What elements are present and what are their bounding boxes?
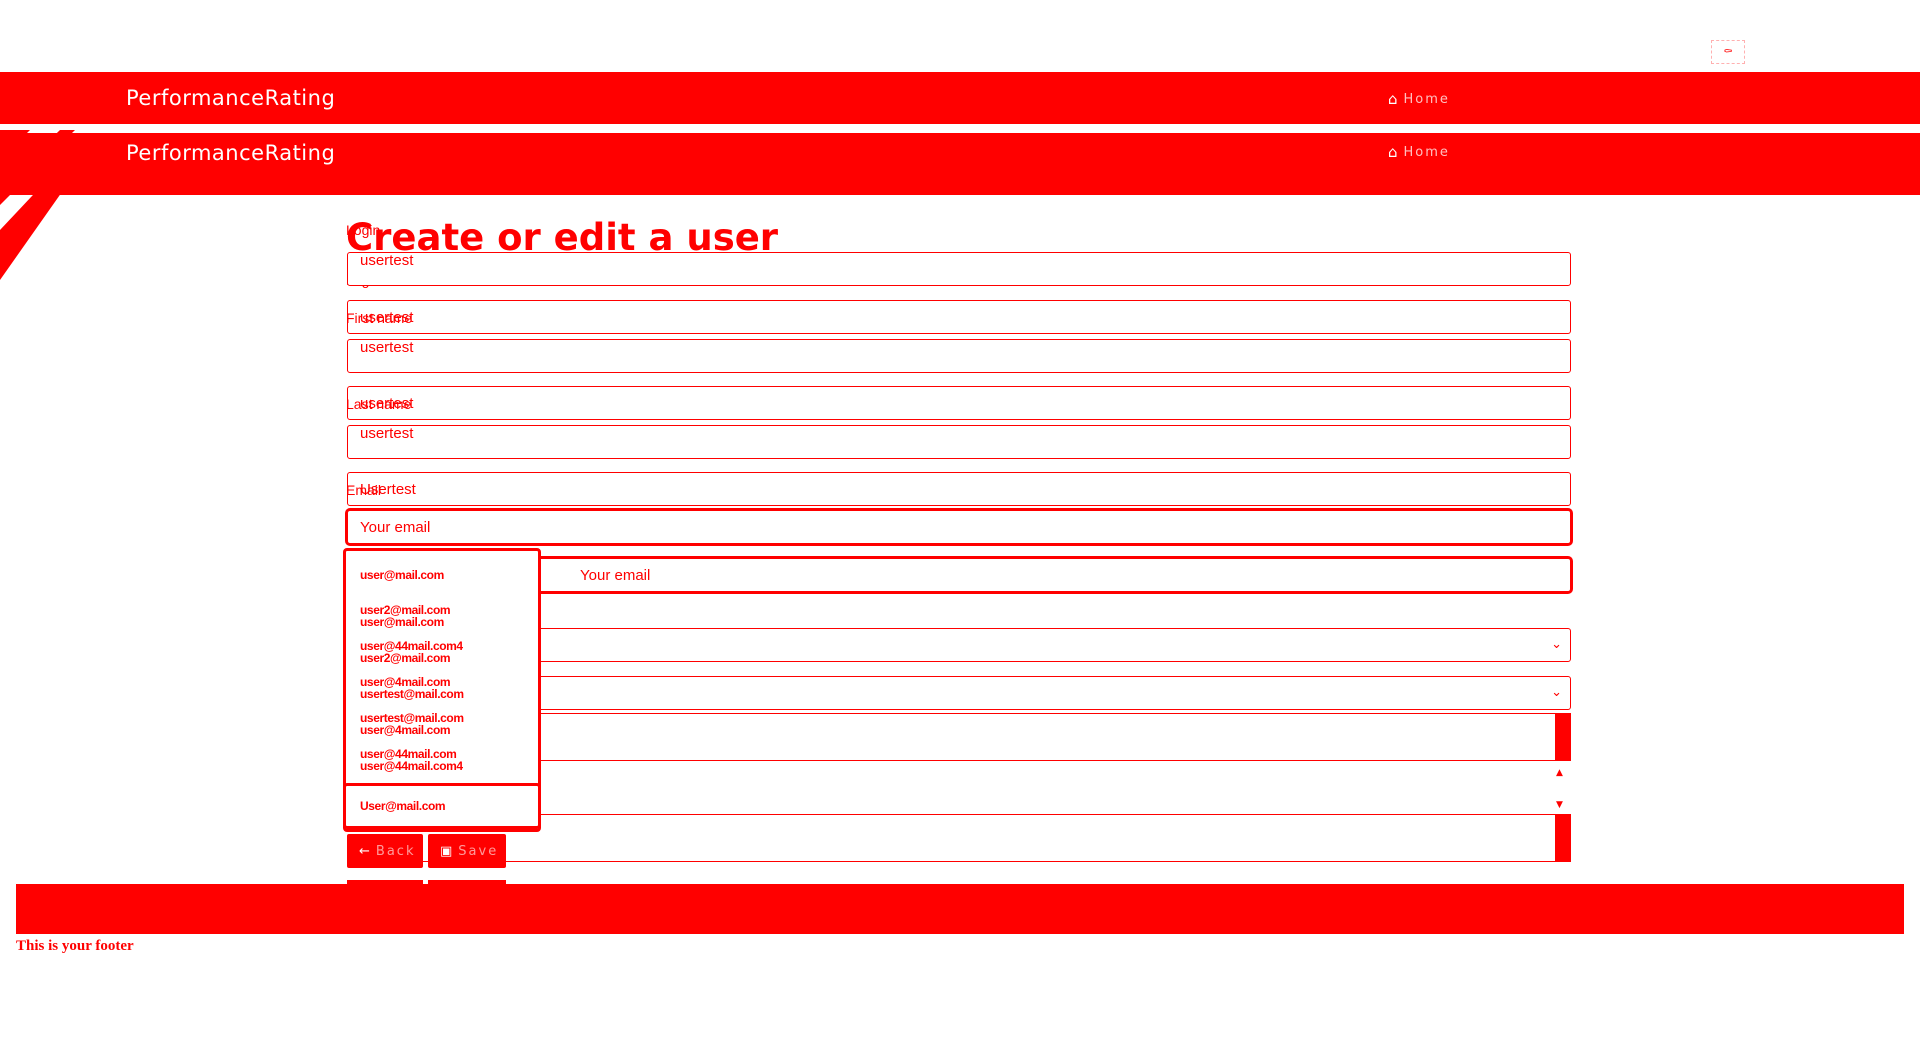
login-label-ghost: Login bbox=[346, 222, 381, 238]
back-button-ghost bbox=[347, 880, 423, 886]
page-title: Create or edit a user bbox=[346, 216, 779, 259]
last-name-input-duplicate[interactable]: Usertest bbox=[347, 472, 1571, 506]
spinner-down-icon[interactable]: ▼ bbox=[1556, 800, 1563, 810]
login-value: usertest bbox=[360, 252, 414, 269]
email-input-duplicate[interactable]: Your email bbox=[345, 556, 1573, 594]
first-name-value: usertest bbox=[360, 339, 414, 356]
autocomplete-option[interactable]: user2@mail.com bbox=[360, 603, 451, 617]
brand-logo[interactable]: PerformanceRating bbox=[126, 86, 336, 110]
decorative-stripes bbox=[0, 130, 95, 280]
email-value: Usertest bbox=[360, 480, 416, 498]
key-icon[interactable]: ⚰ bbox=[1711, 40, 1745, 64]
footer-text: This is your footer bbox=[16, 938, 134, 954]
home-icon: ⌂ bbox=[1388, 143, 1398, 161]
floppy-disk-icon: ▣ bbox=[440, 843, 453, 859]
autocomplete-option[interactable]: usertest@mail.com bbox=[360, 711, 464, 725]
autocomplete-option[interactable]: user@44mail.com bbox=[360, 747, 457, 761]
email-label-ghost: Email bbox=[346, 482, 382, 498]
login-input-duplicate[interactable]: usertest bbox=[347, 300, 1571, 334]
login-value-duplicate: usertest bbox=[360, 308, 414, 326]
email-autocomplete-dropdown: user@mail.com user2@mail.com user@mail.c… bbox=[343, 548, 541, 832]
first-name-label-ghost: First name bbox=[346, 310, 413, 326]
navbar: PerformanceRating ⌂ Home bbox=[0, 72, 1920, 124]
navbar-duplicate: PerformanceRating ⌂ Home bbox=[0, 133, 1920, 195]
multi-select-list-duplicate[interactable] bbox=[347, 814, 1571, 862]
first-name-value-duplicate: usertest bbox=[360, 394, 414, 412]
chevron-down-icon: ⌄ bbox=[1551, 685, 1562, 700]
last-name-label-ghost: Last name bbox=[346, 396, 412, 412]
autocomplete-option[interactable]: user@44mail.com4 bbox=[360, 639, 463, 653]
autocomplete-option-ghost: user@4mail.com bbox=[360, 723, 451, 737]
last-name-value: usertest bbox=[360, 425, 414, 442]
arrow-left-icon: ← bbox=[359, 843, 370, 859]
autocomplete-option-selected[interactable]: User@mail.com bbox=[360, 799, 446, 813]
autocomplete-option-ghost: user@44mail.com4 bbox=[360, 759, 463, 773]
nav-home-link[interactable]: ⌂ Home bbox=[1388, 90, 1450, 108]
home-icon: ⌂ bbox=[1388, 90, 1398, 108]
email-placeholder: Your email bbox=[360, 518, 431, 536]
email-placeholder-duplicate: Your email bbox=[580, 566, 651, 584]
login-input[interactable]: usertest bbox=[347, 252, 1571, 286]
autocomplete-option[interactable]: user@mail.com bbox=[360, 568, 444, 582]
spinner-up-icon[interactable]: ▲ bbox=[1556, 768, 1563, 778]
footer-bar bbox=[16, 884, 1904, 934]
autocomplete-option-highlighted[interactable] bbox=[343, 783, 541, 829]
autocomplete-option-ghost: user@mail.com bbox=[360, 615, 444, 629]
brand-logo-duplicate[interactable]: PerformanceRating bbox=[126, 141, 336, 165]
first-name-input-duplicate[interactable]: usertest bbox=[347, 386, 1571, 420]
chevron-down-icon: ⌄ bbox=[1551, 637, 1562, 652]
list-scrollbar[interactable] bbox=[1555, 714, 1571, 760]
page-title-ghost: Create or edit a user bbox=[346, 170, 779, 213]
list-scrollbar[interactable] bbox=[1555, 815, 1571, 861]
back-button[interactable]: ← Back bbox=[347, 834, 423, 868]
nav-home-link-duplicate[interactable]: ⌂ Home bbox=[1388, 143, 1450, 161]
last-name-input[interactable]: usertest bbox=[347, 425, 1571, 459]
save-button-ghost bbox=[428, 880, 506, 886]
autocomplete-option[interactable]: user@4mail.com bbox=[360, 675, 451, 689]
autocomplete-option-ghost: user2@mail.com bbox=[360, 651, 451, 665]
email-input[interactable]: Your email bbox=[345, 508, 1573, 546]
first-name-input[interactable]: usertest bbox=[347, 339, 1571, 373]
autocomplete-option-ghost: usertest@mail.com bbox=[360, 687, 464, 701]
multi-select-list[interactable] bbox=[347, 713, 1571, 761]
save-button[interactable]: ▣ Save bbox=[428, 834, 506, 868]
